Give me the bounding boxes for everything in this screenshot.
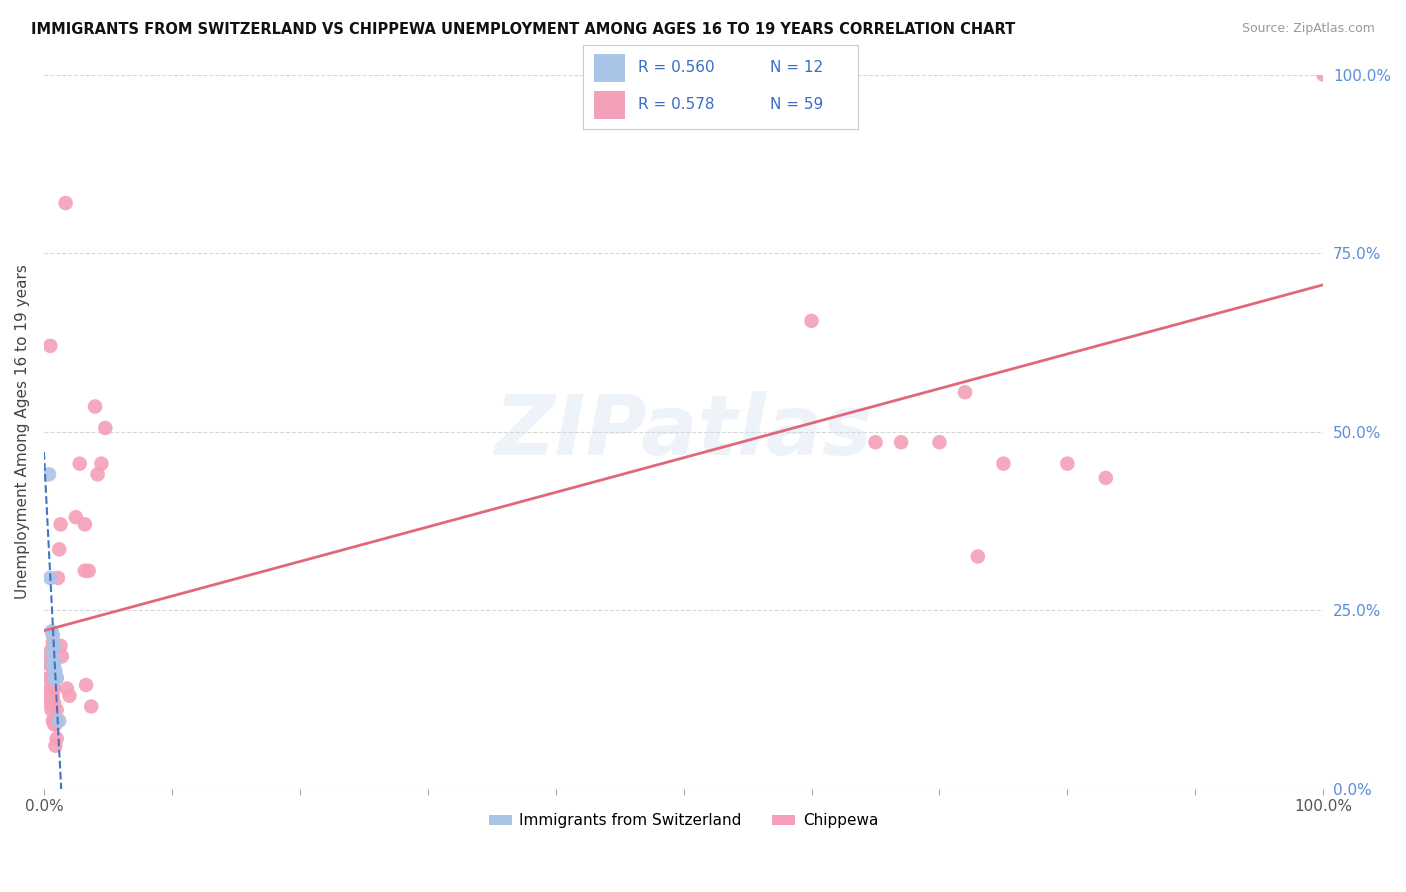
- Point: [86, 467, 108, 482]
- Point: [42, 657, 65, 671]
- Point: [42, 667, 65, 681]
- Point: [69, 457, 91, 471]
- Point: [37, 657, 59, 671]
- Text: IMMIGRANTS FROM SWITZERLAND VS CHIPPEWA UNEMPLOYMENT AMONG AGES 16 TO 19 YEARS C: IMMIGRANTS FROM SWITZERLAND VS CHIPPEWA …: [31, 22, 1015, 37]
- Point: [39, 571, 62, 585]
- Point: [46, 571, 69, 585]
- Point: [42, 635, 65, 649]
- Point: [48, 714, 70, 728]
- Point: [1094, 471, 1116, 485]
- Point: [65, 510, 87, 524]
- Point: [84, 400, 107, 414]
- Point: [42, 639, 65, 653]
- Point: [44, 664, 66, 678]
- Point: [38, 467, 60, 482]
- Text: ZIPatlas: ZIPatlas: [495, 391, 873, 472]
- Point: [41, 685, 63, 699]
- Point: [41, 703, 63, 717]
- Point: [48, 542, 70, 557]
- Point: [45, 731, 67, 746]
- Point: [39, 646, 62, 660]
- Text: R = 0.578: R = 0.578: [638, 97, 714, 112]
- Point: [42, 681, 65, 696]
- Point: [953, 385, 976, 400]
- Point: [41, 692, 63, 706]
- Point: [39, 681, 62, 696]
- Point: [42, 657, 65, 671]
- Point: [45, 703, 67, 717]
- Point: [993, 457, 1015, 471]
- Point: [42, 696, 65, 710]
- Point: [39, 657, 62, 671]
- Point: [45, 671, 67, 685]
- Point: [55, 196, 77, 211]
- Point: [1056, 457, 1078, 471]
- Point: [41, 624, 63, 639]
- Point: [42, 714, 65, 728]
- Point: [42, 689, 65, 703]
- Point: [45, 671, 67, 685]
- Point: [45, 714, 67, 728]
- Point: [928, 435, 950, 450]
- Legend: Immigrants from Switzerland, Chippewa: Immigrants from Switzerland, Chippewa: [482, 807, 884, 834]
- Text: Source: ZipAtlas.com: Source: ZipAtlas.com: [1241, 22, 1375, 36]
- Point: [58, 689, 80, 703]
- Point: [865, 435, 887, 450]
- Point: [49, 517, 72, 532]
- FancyBboxPatch shape: [595, 54, 624, 82]
- Point: [73, 517, 96, 532]
- Point: [42, 717, 65, 731]
- Point: [44, 717, 66, 731]
- Point: [42, 681, 65, 696]
- Point: [38, 696, 60, 710]
- Point: [800, 314, 823, 328]
- Point: [39, 671, 62, 685]
- Point: [77, 564, 100, 578]
- Point: [42, 628, 65, 642]
- Point: [42, 671, 65, 685]
- Point: [42, 646, 65, 660]
- Point: [90, 457, 112, 471]
- FancyBboxPatch shape: [595, 91, 624, 120]
- Text: R = 0.560: R = 0.560: [638, 60, 714, 75]
- Point: [73, 564, 96, 578]
- Point: [38, 689, 60, 703]
- Point: [41, 671, 63, 685]
- Point: [44, 739, 66, 753]
- Point: [966, 549, 988, 564]
- Point: [890, 435, 912, 450]
- Point: [41, 642, 63, 657]
- Point: [94, 421, 117, 435]
- Point: [39, 339, 62, 353]
- Point: [56, 681, 79, 696]
- Y-axis label: Unemployment Among Ages 16 to 19 years: Unemployment Among Ages 16 to 19 years: [15, 264, 30, 599]
- Point: [49, 639, 72, 653]
- Point: [42, 657, 65, 671]
- Point: [51, 649, 73, 664]
- Point: [80, 699, 103, 714]
- Point: [75, 678, 97, 692]
- Point: [1312, 68, 1334, 82]
- Text: N = 12: N = 12: [770, 60, 823, 75]
- Point: [38, 671, 60, 685]
- Text: N = 59: N = 59: [770, 97, 823, 112]
- Point: [672, 68, 695, 82]
